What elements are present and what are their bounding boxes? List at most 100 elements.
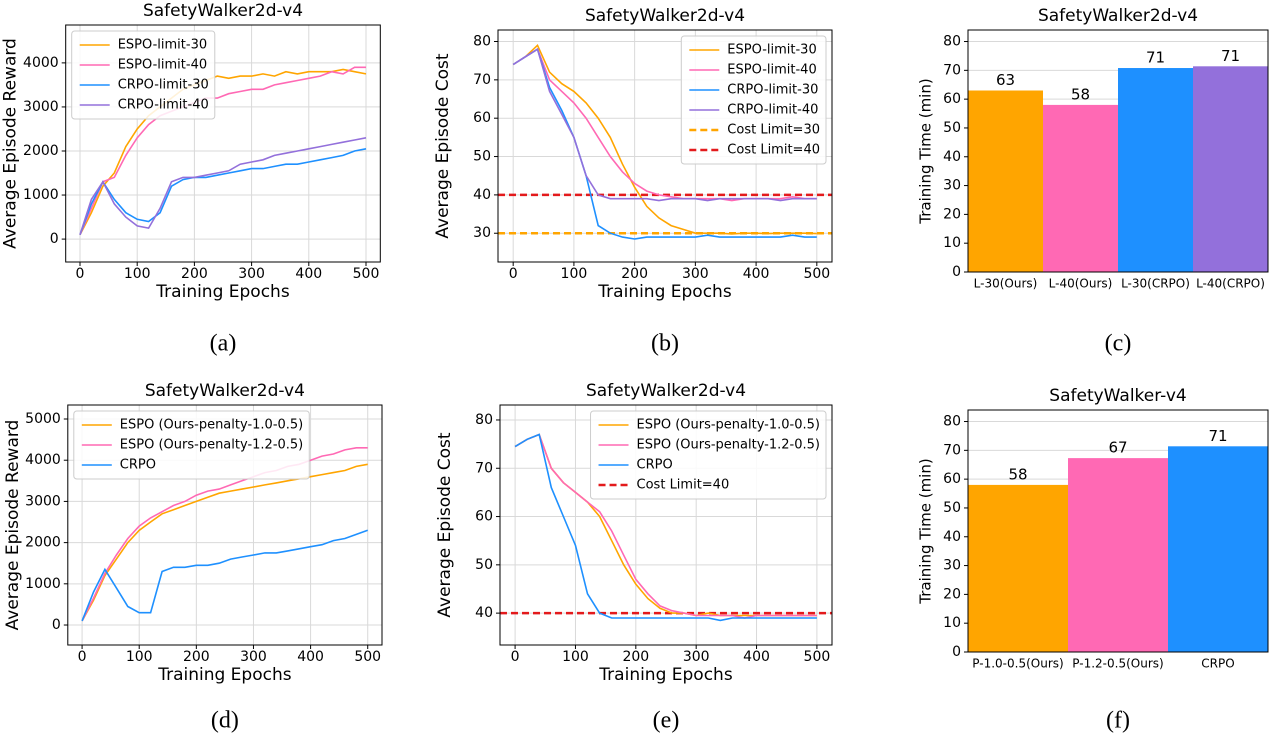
x-tick-label: 400	[295, 266, 322, 282]
x-tick-label: 100	[124, 266, 151, 282]
y-axis-label: Average Episode Reward	[3, 420, 23, 631]
x-tick-label: 0	[78, 649, 87, 665]
series-line	[512, 47, 817, 240]
y-tick-label: 2000	[25, 535, 61, 551]
legend-label: CRPO-limit-40	[727, 103, 818, 118]
legend-label: Cost Limit=30	[727, 123, 820, 138]
y-axis-label: Average Episode Cost	[435, 432, 455, 618]
y-tick-label: 80	[473, 34, 491, 50]
x-tick-label: CRPO	[1201, 657, 1234, 671]
bar-value-label: 58	[1008, 465, 1027, 483]
legend-label: CRPO	[637, 458, 673, 473]
x-tick-label: 300	[240, 649, 267, 665]
x-tick-label: L-30(Ours)	[974, 277, 1038, 291]
x-tick-label: 500	[804, 649, 831, 665]
y-tick-label: 10	[943, 615, 961, 631]
bar	[1168, 446, 1268, 652]
y-tick-label: 5000	[25, 411, 61, 427]
caption: (c)	[1105, 331, 1132, 357]
x-tick-label: L-30(CRPO)	[1121, 277, 1190, 291]
x-axis-label: Training Epochs	[157, 665, 292, 685]
x-tick-label: 200	[622, 649, 649, 665]
axes-frame	[67, 404, 383, 646]
y-axis-label: Training Time (min)	[917, 458, 935, 604]
chart-title: SafetyWalker2d-v4	[586, 381, 746, 401]
x-tick-label: 100	[561, 266, 588, 282]
y-axis-label: Training Time (min)	[917, 78, 935, 224]
legend-label: Cost Limit=40	[637, 478, 730, 493]
y-tick-label: 40	[943, 529, 961, 545]
axes-frame	[499, 404, 833, 646]
chart-title: SafetyWalker2d-v4	[143, 1, 303, 21]
x-tick-label: 200	[181, 266, 208, 282]
chart-title: SafetyWalker2d-v4	[585, 6, 745, 26]
x-tick-label: 200	[183, 649, 210, 665]
legend-label: Cost Limit=40	[727, 143, 820, 158]
bar-value-label: 63	[996, 71, 1015, 89]
y-tick-label: 80	[943, 34, 961, 50]
bar	[1068, 458, 1168, 652]
x-tick-label: 500	[354, 649, 381, 665]
legend: ESPO (Ours-penalty-1.0-0.5) ESPO (Ours-pe…	[73, 410, 310, 480]
legend: ESPO-limit-30 ESPO-limit-40 CRPO-limit-30 C…	[71, 30, 216, 120]
series-line	[512, 43, 817, 235]
y-tick-label: 30	[943, 558, 961, 574]
legend-label: ESPO-limit-30	[727, 43, 816, 58]
series-line	[79, 68, 367, 236]
y-tick-label: 50	[943, 500, 961, 516]
legend-box	[73, 410, 310, 480]
legend-label: ESPO-limit-40	[118, 58, 207, 73]
caption: (b)	[651, 331, 679, 357]
bar-value-label: 71	[1146, 49, 1165, 67]
x-tick-label: 400	[297, 649, 324, 665]
x-tick-label: 0	[509, 266, 518, 282]
y-tick-label: 0	[952, 264, 961, 280]
legend-box	[680, 35, 827, 165]
caption: (f)	[1106, 708, 1130, 734]
legend-label: ESPO (Ours-penalty-1.0-0.5)	[637, 418, 820, 433]
caption: (e)	[653, 708, 680, 734]
series-line	[79, 148, 367, 235]
legend-label: ESPO (Ours-penalty-1.2-0.5)	[120, 438, 303, 453]
x-tick-label: L-40(Ours)	[1049, 277, 1113, 291]
series-line	[79, 137, 367, 235]
legend-label: ESPO (Ours-penalty-1.2-0.5)	[637, 438, 820, 453]
legend: ESPO-limit-30 ESPO-limit-40 CRPO-limit-30 C…	[680, 35, 827, 165]
legend: ESPO (Ours-penalty-1.0-0.5) ESPO (Ours-pe…	[590, 410, 827, 500]
y-tick-label: 0	[952, 644, 961, 660]
y-tick-label: 50	[475, 557, 493, 573]
series-line	[81, 447, 368, 622]
series-line	[79, 66, 366, 236]
series-line	[512, 47, 817, 202]
x-tick-label: 100	[126, 649, 153, 665]
x-tick-label: 200	[621, 266, 648, 282]
y-tick-label: 70	[943, 62, 961, 78]
legend-label: CRPO	[120, 458, 156, 473]
bar-value-label: 58	[1071, 85, 1090, 103]
series-line	[81, 529, 368, 622]
y-tick-label: 30	[473, 225, 491, 241]
y-tick-label: 60	[943, 471, 961, 487]
x-tick-label: 0	[511, 649, 520, 665]
y-tick-label: 20	[943, 206, 961, 222]
y-tick-label: 60	[943, 91, 961, 107]
y-tick-label: 80	[943, 414, 961, 430]
y-tick-label: 3000	[23, 99, 59, 115]
x-tick-label: L-40(CRPO)	[1196, 277, 1265, 291]
y-axis-label: Average Episode Cost	[433, 53, 453, 239]
x-tick-label: 0	[76, 266, 85, 282]
bar-value-label: 67	[1108, 439, 1127, 457]
x-axis-label: Training Epochs	[597, 282, 732, 302]
y-tick-label: 4000	[23, 55, 59, 71]
bar-value-label: 71	[1208, 427, 1227, 445]
legend-label: ESPO-limit-40	[727, 63, 816, 78]
x-axis-label: Training Epochs	[155, 282, 290, 302]
x-tick-label: 500	[803, 266, 830, 282]
legend-label: ESPO (Ours-penalty-1.0-0.5)	[120, 418, 303, 433]
x-tick-label: 300	[683, 649, 710, 665]
axes-frame	[967, 29, 1269, 273]
y-axis-label: Average Episode Reward	[1, 38, 21, 249]
y-tick-label: 3000	[25, 493, 61, 509]
chart-title: SafetyWalker-v4	[1049, 386, 1186, 406]
y-tick-label: 70	[475, 460, 493, 476]
